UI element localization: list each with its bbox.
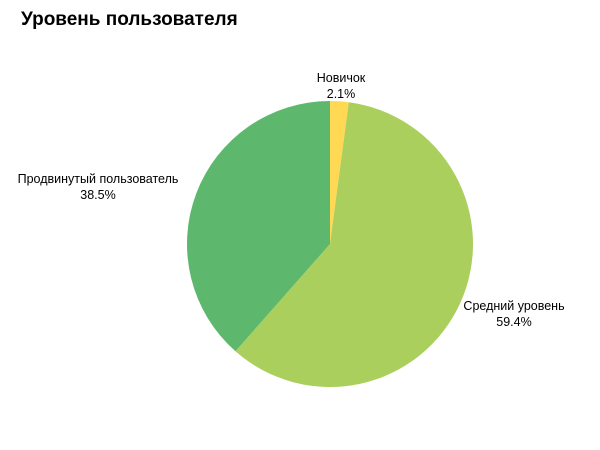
pie-slice-0 <box>330 101 349 244</box>
pie-slice-1 <box>235 102 473 388</box>
slice-label-2: Продвинутый пользователь 38.5% <box>18 171 179 203</box>
slice-value: 38.5% <box>80 188 116 202</box>
slice-name: Продвинутый пользователь <box>17 172 179 186</box>
chart-title: Уровень пользователя <box>21 9 238 30</box>
slice-name: Средний уровень <box>463 299 565 313</box>
slice-label-1: Средний уровень 59.4% <box>463 298 564 330</box>
slice-label-0: Новичок 2.1% <box>317 70 366 102</box>
slice-value: 2.1% <box>326 87 356 101</box>
slice-name: Новичок <box>316 71 366 85</box>
pie-slice-2 <box>187 100 330 352</box>
slice-value: 59.4% <box>496 315 532 329</box>
